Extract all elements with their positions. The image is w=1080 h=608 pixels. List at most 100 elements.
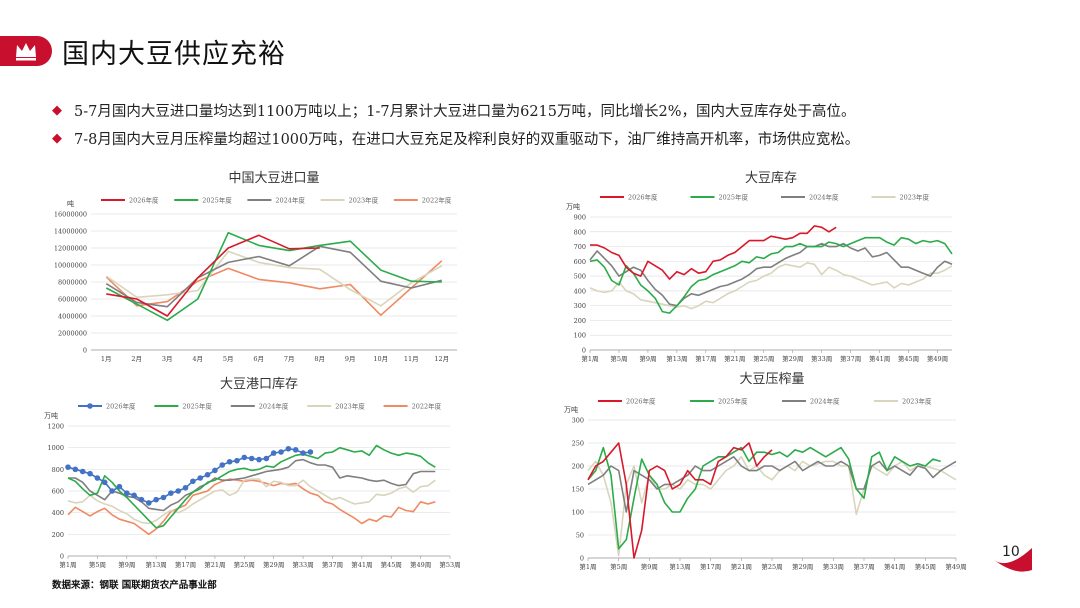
x-tick-label: 第17周 [695,354,716,363]
y-tick-label: 900 [574,214,586,222]
y-axis-unit: 吨 [67,199,74,208]
series-point [168,490,174,496]
series-line [105,260,443,316]
page-title: 国内大豆供应充裕 [62,39,286,70]
y-tick-label: 16000000 [55,211,87,219]
x-tick-label: 第45周 [381,560,402,569]
legend-label: 2025年度 [718,397,748,406]
series-point [182,484,189,491]
legend-label: 2023年度 [900,193,930,202]
series-line [589,262,953,310]
y-tick-label: 14000000 [55,228,87,236]
x-tick-label: 第37周 [322,560,343,569]
y-tick-label: 6000000 [58,296,87,304]
legend-label: 2023年度 [902,397,932,406]
legend-label: 2024年度 [275,196,305,205]
legend-label: 2026年度 [628,193,658,202]
x-tick-label: 第37周 [840,354,861,363]
series-line [589,236,953,314]
chart-title: 中国大豆进口量 [228,171,319,186]
series-point [79,468,86,475]
x-tick-label: 第37周 [853,562,874,571]
x-tick-label: 第41周 [884,562,905,571]
legend-label: 2022年度 [412,402,442,411]
x-tick-label: 第21周 [731,562,752,571]
chart-title: 大豆库存 [745,170,797,186]
series-line [587,456,957,557]
series-point [72,466,79,473]
series-point [146,500,152,506]
legend-label: 2024年度 [259,402,289,411]
x-tick-label: 第17周 [700,562,721,571]
x-tick-label: 第1周 [59,560,76,569]
y-tick-label: 150 [572,486,584,494]
y-tick-label: 300 [574,302,586,310]
y-tick-label: 0 [580,555,584,563]
series-line [105,245,442,308]
y-tick-label: 10000000 [55,262,87,270]
series-point [204,471,211,478]
y-tick-label: 250 [572,440,584,448]
y-tick-label: 800 [574,228,586,236]
x-tick-label: 4月 [192,355,203,363]
series-line [68,458,436,512]
y-tick-label: 2000000 [58,330,87,338]
legend-label: 2025年度 [182,402,212,411]
series-point [94,475,101,481]
chart-soybean-inventory: 大豆库存 2026年度 2025年度 2024年度 2023年度 万吨 0 100 200 300… [560,162,960,366]
legend-label: 2025年度 [202,196,232,205]
series-point [234,457,240,464]
x-tick-label: 第9周 [639,354,656,363]
x-tick-label: 第33周 [811,354,832,363]
x-tick-label: 10月 [373,355,388,363]
y-tick-label: 100 [574,332,586,340]
x-tick-label: 6月 [253,355,264,363]
chart-import-volume: 中国大豆进口量 2026年度 2025年度 2024年度 2023年度 2022年度 吨 0 2… [55,162,465,368]
series-line [105,250,443,307]
x-tick-label: 第1周 [579,562,596,571]
x-tick-label: 第13周 [146,560,167,569]
page-number: 10 [1002,544,1020,560]
series-point [131,492,137,499]
x-tick-label: 第25周 [753,354,774,363]
series-point [285,445,292,452]
y-tick-label: 800 [52,466,64,474]
legend-label: 2022年度 [422,196,452,205]
series-point [101,479,108,486]
bullet-list: ◆ 5-7月国内大豆进口量均达到1100万吨以上；1-7月累计大豆进口量为621… [52,96,1072,152]
series-line [67,444,436,529]
x-tick-label: 12月 [434,355,449,363]
x-tick-label: 第45周 [915,562,936,571]
x-tick-label: 第13周 [666,354,687,363]
y-tick-label: 200 [574,317,586,325]
crown-icon [16,43,36,61]
series-line [589,242,953,307]
x-tick-label: 第25周 [234,560,255,569]
series-point [153,496,159,503]
x-tick-label: 第29周 [263,560,284,569]
x-tick-label: 第49周 [945,562,966,571]
series-line [587,442,773,559]
series-point [175,488,181,494]
y-tick-label: 1000 [47,444,64,452]
y-tick-label: 1200 [47,423,64,431]
x-tick-label: 第29周 [792,562,813,571]
legend-marker [87,403,93,409]
y-tick-label: 600 [52,488,64,496]
series-point [109,488,115,494]
x-tick-label: 第9周 [641,562,658,571]
x-tick-label: 第17周 [175,560,196,569]
series-point [256,456,262,463]
series-point [263,455,270,462]
diamond-bullet-icon: ◆ [52,102,62,118]
x-tick-label: 第49周 [410,560,431,569]
series-point [292,447,299,453]
series-line [587,456,957,513]
x-tick-label: 第21周 [204,560,225,569]
page-number-badge: 10 [992,540,1036,572]
series-line [590,225,837,280]
chart-title: 大豆港口库存 [220,376,298,392]
series-point [219,462,226,468]
chart-svg: 中国大豆进口量 2026年度 2025年度 2024年度 2023年度 2022年度 吨 0 2… [55,171,457,363]
